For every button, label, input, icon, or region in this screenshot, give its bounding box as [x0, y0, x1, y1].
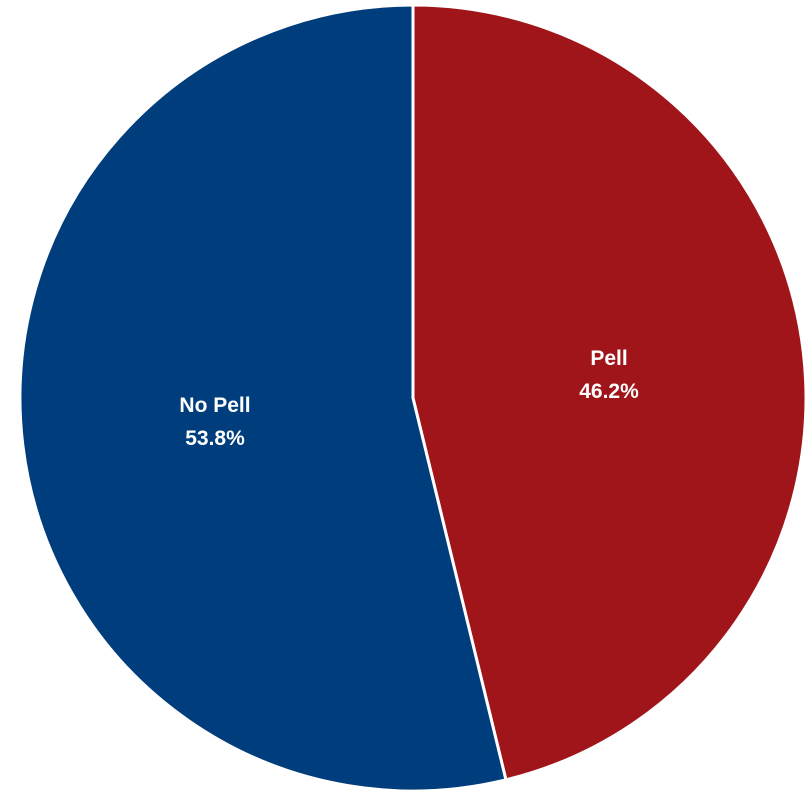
slice-label-pell: Pell 46.2%	[579, 347, 639, 403]
pie-labels: Pell 46.2% No Pell 53.8%	[179, 347, 639, 450]
pie-slice-pell	[411, 3, 808, 782]
pie-slice-no-pell	[18, 3, 508, 793]
pie-slices	[18, 3, 808, 793]
slice-category-label: No Pell	[179, 394, 250, 417]
slice-value-label: 53.8%	[185, 427, 245, 450]
slice-label-no-pell: No Pell 53.8%	[179, 394, 250, 450]
slice-value-label: 46.2%	[579, 380, 639, 403]
slice-category-label: Pell	[590, 347, 627, 370]
